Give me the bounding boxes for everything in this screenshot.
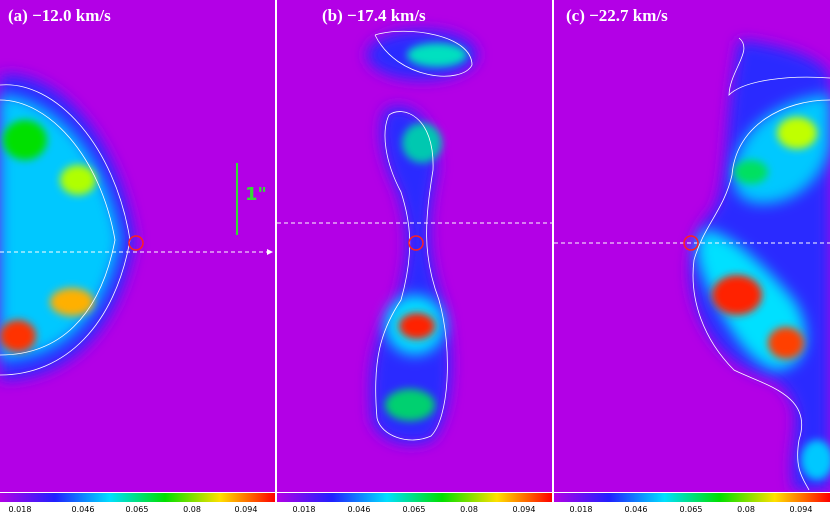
contour-line <box>692 99 830 491</box>
emission-clump <box>399 313 435 339</box>
emission-clump <box>712 275 762 315</box>
colorbar-tick: 0.094 <box>512 505 536 514</box>
emission-clump <box>50 288 94 316</box>
colorbar-tick: 0.018 <box>8 505 32 514</box>
colorbar-tick: 0.08 <box>460 505 478 514</box>
colorbar-tick: 0.08 <box>737 505 755 514</box>
emission-clump <box>768 327 804 359</box>
contour-line <box>728 37 830 97</box>
panel-separator <box>552 0 554 492</box>
colorbar-tick: 0.046 <box>347 505 371 514</box>
colorbar-tick: 0.046 <box>71 505 95 514</box>
colorbar-c <box>554 493 830 502</box>
panel-separator <box>275 0 277 492</box>
emission-clump <box>0 320 36 352</box>
colorbar-tick: 0.065 <box>679 505 703 514</box>
panel-b-title: (b) −17.4 km/s <box>322 6 426 25</box>
emission-clump <box>407 43 467 67</box>
emission-clump <box>402 123 442 163</box>
colorbar-tick: 0.094 <box>234 505 258 514</box>
colorbar-tick: 0.018 <box>292 505 316 514</box>
emission-arc-core <box>0 95 120 360</box>
panel-b: (b) −17.4 km/s <box>277 0 552 492</box>
panel-c-title: (c) −22.7 km/s <box>566 6 668 25</box>
panel-a-title: (a) −12.0 km/s <box>8 6 111 25</box>
contour-line <box>0 99 116 356</box>
panel-b-map <box>277 30 552 444</box>
colorbar-tick: 0.018 <box>569 505 593 514</box>
colorbar-tick: 0.08 <box>183 505 201 514</box>
emission-clump <box>777 117 817 149</box>
colorbar-tick: 0.065 <box>402 505 426 514</box>
emission-filament-envelope <box>370 106 451 444</box>
panel-c: (c) −22.7 km/s <box>554 0 830 492</box>
colorbar-a <box>0 493 275 502</box>
contour-line <box>374 30 473 77</box>
emission-clump <box>3 120 47 160</box>
colorbar-tick: 0.065 <box>125 505 149 514</box>
colorbar-tick: 0.094 <box>789 505 813 514</box>
emission-clump <box>734 160 768 184</box>
position-marker <box>683 235 699 251</box>
emission-clump <box>801 440 830 480</box>
emission-clump <box>385 389 435 421</box>
contour-line <box>375 111 448 441</box>
emission-clump <box>60 165 96 195</box>
position-marker <box>408 235 424 251</box>
scale-bar-label: 1" <box>245 184 267 205</box>
colorbar-b <box>277 493 552 502</box>
panel-c-map <box>554 37 830 491</box>
position-marker <box>128 235 144 251</box>
arrowhead-icon <box>267 249 273 255</box>
panel-a-map <box>0 74 273 381</box>
colorbar-tick: 0.046 <box>624 505 648 514</box>
panel-a: (a) −12.0 km/s 1" <box>0 0 275 492</box>
